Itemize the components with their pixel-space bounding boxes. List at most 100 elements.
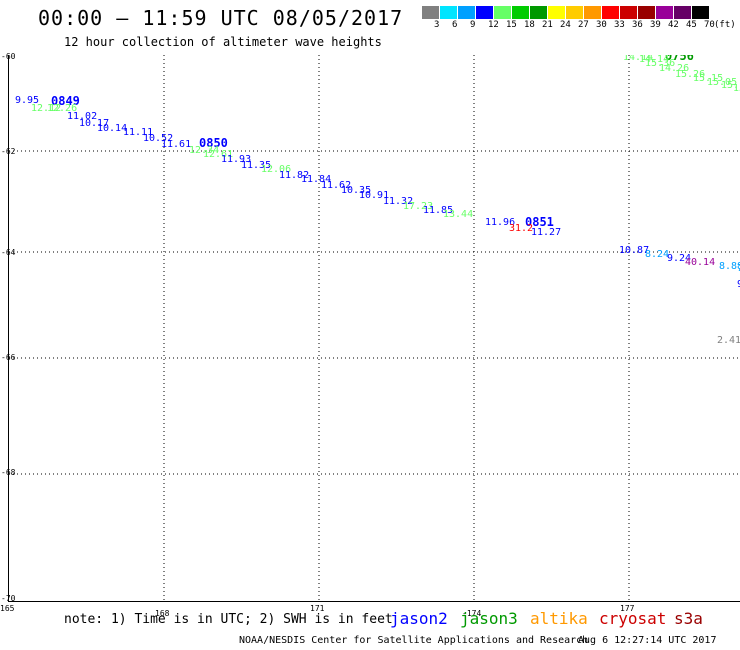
wave-height-label: 8.24: [645, 249, 669, 260]
wave-height-label: 2.41: [717, 335, 740, 346]
color-swatch: [656, 6, 674, 19]
legend-item: s3a: [674, 609, 703, 628]
wave-height-label: 14.26: [659, 63, 689, 74]
units-note: note: 1) Time is in UTC; 2) SWH is in fe…: [64, 612, 393, 627]
wave-height-label: 10.52: [143, 133, 173, 144]
color-swatch: [458, 6, 476, 19]
color-swatch: [638, 6, 656, 19]
color-swatch: [494, 6, 512, 19]
latitude-label: -64: [1, 248, 16, 257]
longitude-label: -174: [462, 609, 482, 618]
color-swatch-label: 6: [452, 20, 458, 30]
color-swatch: [602, 6, 620, 19]
wave-height-label: 11.32: [383, 196, 413, 207]
color-swatch-label: 24: [560, 20, 571, 30]
wave-height-label: 14.14: [623, 55, 653, 63]
wave-height-label: 10.17: [79, 118, 109, 129]
generated-timestamp: Aug 6 12:27:14 UTC 2017: [578, 635, 717, 646]
latitude-label: -66: [1, 353, 16, 362]
color-scale-unit: (ft): [714, 20, 736, 30]
color-swatch-label: 33: [614, 20, 625, 30]
color-swatch: [692, 6, 710, 19]
wave-height-label: 12.26: [47, 103, 77, 114]
wave-height-label: 15.26: [675, 69, 705, 80]
wave-height-label: 15.19: [733, 83, 740, 94]
wave-height-label: 11.96: [485, 217, 515, 228]
wave-height-label: 15.36: [645, 58, 675, 69]
color-swatch: [548, 6, 566, 19]
wave-height-label: 10.35: [341, 185, 371, 196]
color-scale-bar: [422, 6, 710, 19]
color-swatch: [620, 6, 638, 19]
map-svg: 0849 0850 0851 0756 9.9512.1212.2611.0210.17…: [9, 55, 740, 601]
color-swatch: [512, 6, 530, 19]
wave-height-label: 7: [737, 263, 740, 274]
wave-height-label: 10.14: [97, 123, 127, 134]
legend-item: altika: [530, 609, 588, 628]
pass-label: 0849: [51, 94, 80, 108]
color-swatch: [422, 6, 440, 19]
wave-height-label: 13.44: [443, 209, 473, 220]
color-swatch-label: 21: [542, 20, 553, 30]
color-swatch: [440, 6, 458, 19]
wave-height-label: 11.61: [161, 139, 191, 150]
color-swatch-label: 42: [668, 20, 679, 30]
latitude-label: -70: [1, 594, 16, 603]
wave-height-label: 11.62: [321, 180, 351, 191]
color-swatch-label: 30: [596, 20, 607, 30]
wave-height-label: 12.12: [31, 103, 61, 114]
pass-label: 0851: [525, 215, 554, 229]
legend-item: jason2: [390, 609, 448, 628]
latitude-label: -62: [1, 147, 16, 156]
wave-height-label: 11.11: [123, 127, 153, 138]
page-subtitle: 12 hour collection of altimeter wave hei…: [64, 35, 382, 49]
pass-label: 0850: [199, 136, 228, 150]
color-swatch: [674, 6, 692, 19]
wave-height-label: 9.95: [15, 95, 39, 106]
color-swatch: [566, 6, 584, 19]
longitude-label: 177: [620, 604, 635, 613]
color-swatch-label: 12: [488, 20, 499, 30]
wave-height-label: 31.2: [509, 223, 533, 234]
wave-height-label: 11.02: [67, 111, 97, 122]
color-swatch-label: 3: [434, 20, 440, 30]
wave-height-label: 9.24: [667, 253, 691, 264]
color-swatch-label: 18: [524, 20, 535, 30]
color-swatch-label: 70: [704, 20, 715, 30]
color-scale-labels: 3 6 9 12 15 18 21 24 27 30 33 36 39 42 45 70 (ft): [422, 20, 740, 34]
wave-height-label: 8.88: [719, 261, 740, 272]
color-swatch-label: 27: [578, 20, 589, 30]
longitude-label: 165: [0, 604, 15, 613]
color-swatch: [476, 6, 494, 19]
wave-height-label: 9: [737, 279, 740, 290]
wave-height-label: 11.35: [241, 160, 271, 171]
map-plot-area: 0849 0850 0851 0756 9.95 12.12 12.26 11.02 10.17…: [8, 55, 740, 602]
latitude-label: -68: [1, 468, 16, 477]
wave-height-label: 10.91: [359, 190, 389, 201]
color-swatch-label: 39: [650, 20, 661, 30]
color-swatch: [584, 6, 602, 19]
latitude-label: -60: [1, 52, 16, 61]
wave-height-label: 40.14: [685, 257, 715, 268]
pass-label: 0756: [665, 55, 694, 63]
wave-height-label: 15.16: [721, 80, 740, 91]
wave-height-label: 11.84: [301, 174, 331, 185]
wave-height-label: 17.23: [403, 201, 433, 212]
wave-height-label: 11.93: [221, 154, 251, 165]
wave-height-label: 11.82: [279, 170, 309, 181]
wave-height-label: 11.27: [531, 227, 561, 238]
wave-height-label: 12.61: [203, 149, 233, 160]
legend-item: jason3: [460, 609, 518, 628]
legend-item: cryosat: [599, 609, 667, 628]
color-swatch: [530, 6, 548, 19]
wave-height-label: 12.06: [261, 164, 291, 175]
longitude-label: 168: [155, 609, 170, 618]
credit-line: NOAA/NESDIS Center for Satellite Applica…: [239, 635, 589, 646]
color-swatch-label: 9: [470, 20, 476, 30]
wave-height-label: 15.15: [693, 73, 723, 84]
page-title: 00:00 – 11:59 UTC 08/05/2017: [38, 6, 404, 30]
color-swatch-label: 36: [632, 20, 643, 30]
color-swatch-label: 45: [686, 20, 697, 30]
wave-height-label: 14.14: [639, 55, 669, 65]
color-swatch-label: 15: [506, 20, 517, 30]
